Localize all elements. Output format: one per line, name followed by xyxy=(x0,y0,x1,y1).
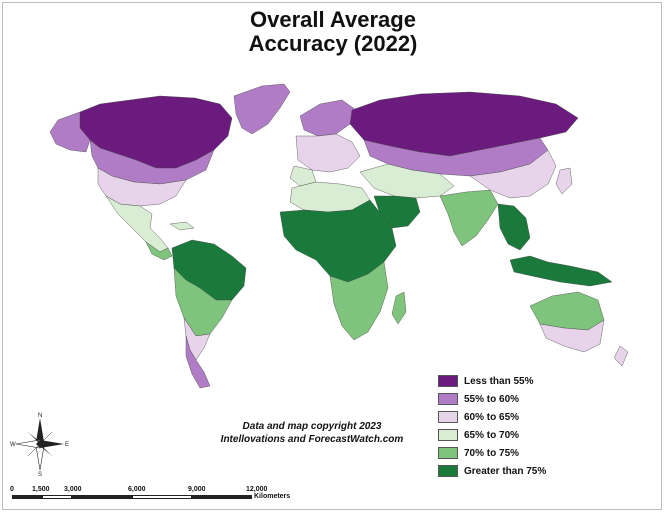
legend-swatch xyxy=(438,375,458,387)
south-america-mid xyxy=(173,267,233,337)
mexico-central-america xyxy=(105,195,169,253)
scale-segment xyxy=(12,495,42,499)
credit-line-1: Data and map copyright 2023 xyxy=(242,421,382,432)
map-title: Overall Average Accuracy (2022) xyxy=(0,8,666,56)
japan xyxy=(555,167,573,195)
europe-north xyxy=(299,99,357,137)
compass-s: S xyxy=(38,472,42,476)
legend-label: 70% to 75% xyxy=(464,447,520,459)
legend-item: Greater than 75% xyxy=(438,462,546,480)
southeast-asia xyxy=(497,203,531,251)
legend-swatch xyxy=(438,447,458,459)
scale-segment xyxy=(132,495,192,499)
australia-south xyxy=(539,319,605,353)
scale-unit: Kilometers xyxy=(254,493,291,500)
caribbean xyxy=(169,221,195,231)
credit-line-2: Intellovations and ForecastWatch.com xyxy=(220,434,404,445)
legend-swatch xyxy=(438,411,458,423)
greenland xyxy=(233,83,291,135)
scale-tick-label: 9,000 xyxy=(188,486,206,493)
usa xyxy=(97,167,187,207)
southern-africa xyxy=(329,261,389,341)
south-asia xyxy=(439,189,499,247)
scale-segment xyxy=(42,495,72,499)
legend-swatch xyxy=(438,465,458,477)
legend-item: Less than 55% xyxy=(438,372,546,390)
new-zealand xyxy=(613,345,629,367)
central-america-green xyxy=(145,241,173,261)
legend-label: Less than 55% xyxy=(464,375,534,387)
legend-label: 65% to 70% xyxy=(464,429,520,441)
legend-item: 55% to 60% xyxy=(438,390,546,408)
compass-e: E xyxy=(65,442,69,448)
legend-item: 60% to 65% xyxy=(438,408,546,426)
madagascar xyxy=(391,291,407,325)
scale-tick-label: 1,500 xyxy=(32,486,50,493)
title-line-2: Accuracy (2022) xyxy=(248,31,418,56)
patagonia xyxy=(185,335,211,389)
title-line-1: Overall Average xyxy=(250,7,416,32)
europe-central xyxy=(295,133,361,173)
map-frame xyxy=(2,2,662,510)
middle-east xyxy=(359,163,455,199)
legend-item: 70% to 75% xyxy=(438,444,546,462)
legend-label: 55% to 60% xyxy=(464,393,520,405)
scale-tick-label: 3,000 xyxy=(64,486,82,493)
legend-label: Greater than 75% xyxy=(464,465,547,477)
legend-swatch xyxy=(438,429,458,441)
legend: Less than 55% 55% to 60% 60% to 65% 65% … xyxy=(438,372,546,480)
scale-segment xyxy=(192,495,252,499)
alaska xyxy=(49,111,91,153)
scale-segment xyxy=(72,495,132,499)
legend-label: 60% to 65% xyxy=(464,411,520,423)
east-asia xyxy=(469,149,557,199)
scale-tick-label: 12,000 xyxy=(246,486,268,493)
scale-tick-label: 6,000 xyxy=(128,486,146,493)
compass-n: N xyxy=(38,413,42,419)
legend-swatch xyxy=(438,393,458,405)
legend-item: 65% to 70% xyxy=(438,426,546,444)
compass-rose-icon: N S E W xyxy=(10,413,69,476)
indonesia xyxy=(509,255,613,287)
compass-w: W xyxy=(10,442,16,448)
copyright-credit: Data and map copyright 2023 Intellovatio… xyxy=(192,420,432,446)
scale-tick-label: 0 xyxy=(10,486,14,493)
